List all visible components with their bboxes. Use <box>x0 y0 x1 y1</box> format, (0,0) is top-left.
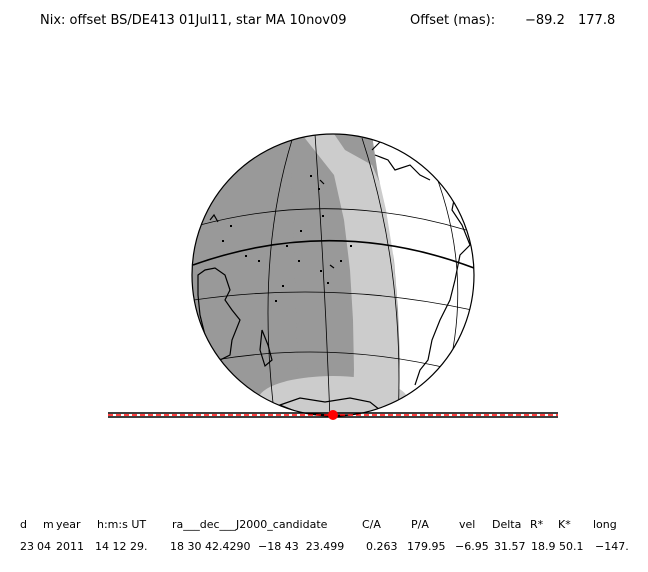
value-delta: 31.57 <box>494 540 526 553</box>
value-kstar: 50.1 <box>559 540 584 553</box>
header-m: m <box>43 518 54 531</box>
header-delta: Delta <box>492 518 522 531</box>
header-long: long <box>593 518 617 531</box>
header-rstar: R* <box>530 518 544 531</box>
value-dec: −18 43 23.499 <box>258 540 345 553</box>
twilight-region <box>300 134 400 416</box>
header-vel: vel <box>459 518 476 531</box>
value-long: −147. <box>595 540 629 553</box>
title-main: Nix: offset BS/DE413 01Jul11, star MA 10… <box>40 13 347 28</box>
day-region <box>345 134 474 416</box>
value-d: 23 <box>20 540 34 553</box>
header-pa: P/A <box>411 518 429 531</box>
value-vel: −6.95 <box>455 540 489 553</box>
header-year: year <box>56 518 81 531</box>
offset-y: 177.8 <box>578 13 616 28</box>
value-ca: 0.263 <box>366 540 398 553</box>
header-d: d <box>20 518 27 531</box>
value-year: 2011 <box>56 540 84 553</box>
equator-line <box>192 239 474 269</box>
header-radec: ra___dec___J2000_candidate <box>172 518 328 531</box>
closest-approach-marker <box>328 410 338 420</box>
offset-label: Offset (mas): <box>410 13 496 28</box>
value-pa: 179.95 <box>407 540 446 553</box>
offset-x: −89.2 <box>525 13 565 28</box>
header-kstar: K* <box>558 518 571 531</box>
islands <box>222 175 352 302</box>
value-hms: 14 12 29. <box>95 540 148 553</box>
value-rstar: 18.9 <box>531 540 556 553</box>
graticule <box>193 134 473 416</box>
header-hms: h:m:s UT <box>97 518 147 531</box>
plot-title: Nix: offset BS/DE413 01Jul11, star MA 10… <box>0 13 648 31</box>
value-ra: 18 30 42.4290 <box>170 540 251 553</box>
header-ca: C/A <box>362 518 381 531</box>
value-m: 04 <box>37 540 51 553</box>
